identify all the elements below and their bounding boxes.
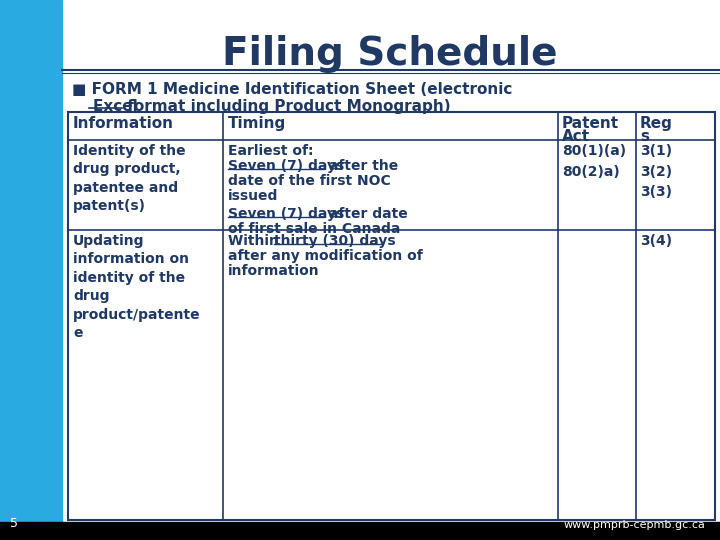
Text: Excel: Excel [72, 99, 138, 114]
Text: date of the first NOC: date of the first NOC [228, 174, 391, 188]
Text: Act: Act [562, 129, 590, 144]
Bar [0, 522, 720, 540]
Text: Filing Schedule: Filing Schedule [222, 35, 558, 73]
Text: after any modification of: after any modification of [228, 249, 423, 263]
Bar [0, 0, 62, 540]
Text: Timing: Timing [228, 116, 287, 131]
Text: after the: after the [324, 159, 398, 173]
Text: Patent: Patent [562, 116, 619, 131]
Text: Information: Information [73, 116, 174, 131]
Text: Seven (7) days: Seven (7) days [228, 207, 344, 221]
Text: 5: 5 [10, 517, 18, 530]
Text: 80(1)(a)
80(2)a): 80(1)(a) 80(2)a) [562, 144, 626, 179]
Text: after date: after date [324, 207, 408, 221]
Text: thirty (30) days: thirty (30) days [274, 234, 395, 248]
Text: Identity of the
drug product,
patentee and
patent(s): Identity of the drug product, patentee a… [73, 144, 186, 213]
Text: Seven (7) days: Seven (7) days [228, 159, 344, 173]
Text: format including Product Monograph): format including Product Monograph) [122, 99, 451, 114]
Text: Reg: Reg [640, 116, 673, 131]
Text: www.pmprb-cepmb.gc.ca: www.pmprb-cepmb.gc.ca [563, 520, 705, 530]
Text: Earliest of:: Earliest of: [228, 144, 313, 158]
Text: 3(1)
3(2)
3(3): 3(1) 3(2) 3(3) [640, 144, 672, 199]
Text: Updating
information on
identity of the
drug
product/patente
e: Updating information on identity of the … [73, 234, 201, 340]
Text: Within: Within [228, 234, 284, 248]
Text: information: information [228, 264, 320, 278]
Text: s: s [640, 129, 649, 144]
Text: issued: issued [228, 189, 279, 203]
Text: ■ FORM 1 Medicine Identification Sheet (electronic: ■ FORM 1 Medicine Identification Sheet (… [72, 82, 513, 97]
Text: of first sale in Canada: of first sale in Canada [228, 222, 400, 236]
Text: 3(4): 3(4) [640, 234, 672, 248]
Bar [68, 112, 715, 520]
